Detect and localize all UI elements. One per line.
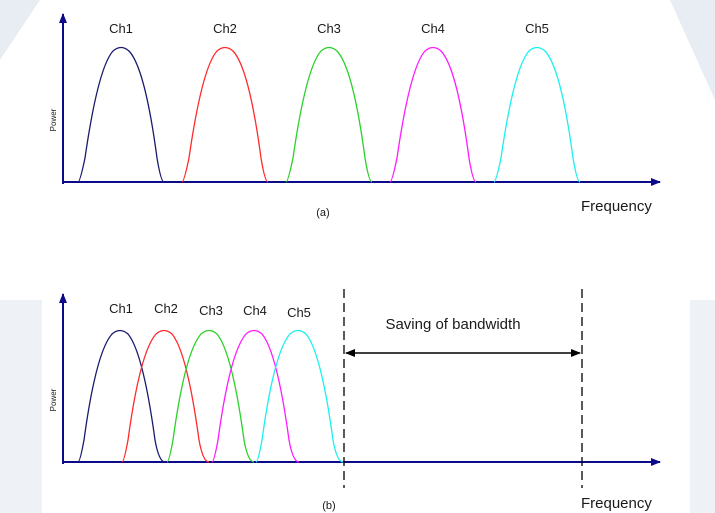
panel-b-ch2-label: Ch2 — [154, 301, 178, 316]
panel-a-ch4-label: Ch4 — [421, 21, 445, 36]
panel-a-ch3-curve — [285, 46, 373, 183]
panel-b-ch4-curve — [211, 329, 300, 463]
panel-b-ch2-curve — [121, 329, 210, 463]
panel-a-ch5-curve — [493, 46, 581, 183]
panel-b-ch3-label: Ch3 — [199, 303, 223, 318]
panel-b-y-axis-label: Power — [49, 388, 58, 411]
bandwidth-saving-label: Saving of bandwidth — [385, 316, 520, 333]
panel-b-ch5-label: Ch5 — [287, 305, 311, 320]
decor-shape-right-bottom — [690, 300, 715, 513]
panel-b-caption: (b) — [322, 500, 335, 512]
panel-b-x-axis-label: Frequency — [581, 495, 652, 512]
panel-b-ch4-label: Ch4 — [243, 303, 267, 318]
panel-b-ch1-label: Ch1 — [109, 301, 133, 316]
panel-a-x-axis-label: Frequency — [581, 198, 652, 215]
panel-a-ch4-curve — [389, 46, 477, 183]
panel-b-ch3-curve — [166, 329, 255, 463]
decor-shape-left-top — [0, 0, 40, 60]
decor-shape-left-bottom — [0, 300, 42, 513]
panel-a-ch1-curve — [77, 46, 165, 183]
panel-a: Power Frequency (a) Ch1 Ch2 Ch3 Ch4 Ch5 — [49, 13, 661, 219]
panel-a-caption: (a) — [316, 207, 329, 219]
panel-b-ch1-curve — [77, 329, 166, 463]
panel-a-ch2-curve — [181, 46, 269, 183]
panel-b-ch5-curve — [255, 329, 344, 463]
panel-a-y-axis-label: Power — [49, 108, 58, 131]
decor-shape-right-top — [670, 0, 715, 100]
panel-b: Power Frequency (b) Ch1 Ch2 Ch3 Ch4 Ch5 … — [49, 289, 661, 512]
panel-a-ch5-label: Ch5 — [525, 21, 549, 36]
panel-a-ch1-label: Ch1 — [109, 21, 133, 36]
panel-a-ch2-label: Ch2 — [213, 21, 237, 36]
panel-a-ch3-label: Ch3 — [317, 21, 341, 36]
